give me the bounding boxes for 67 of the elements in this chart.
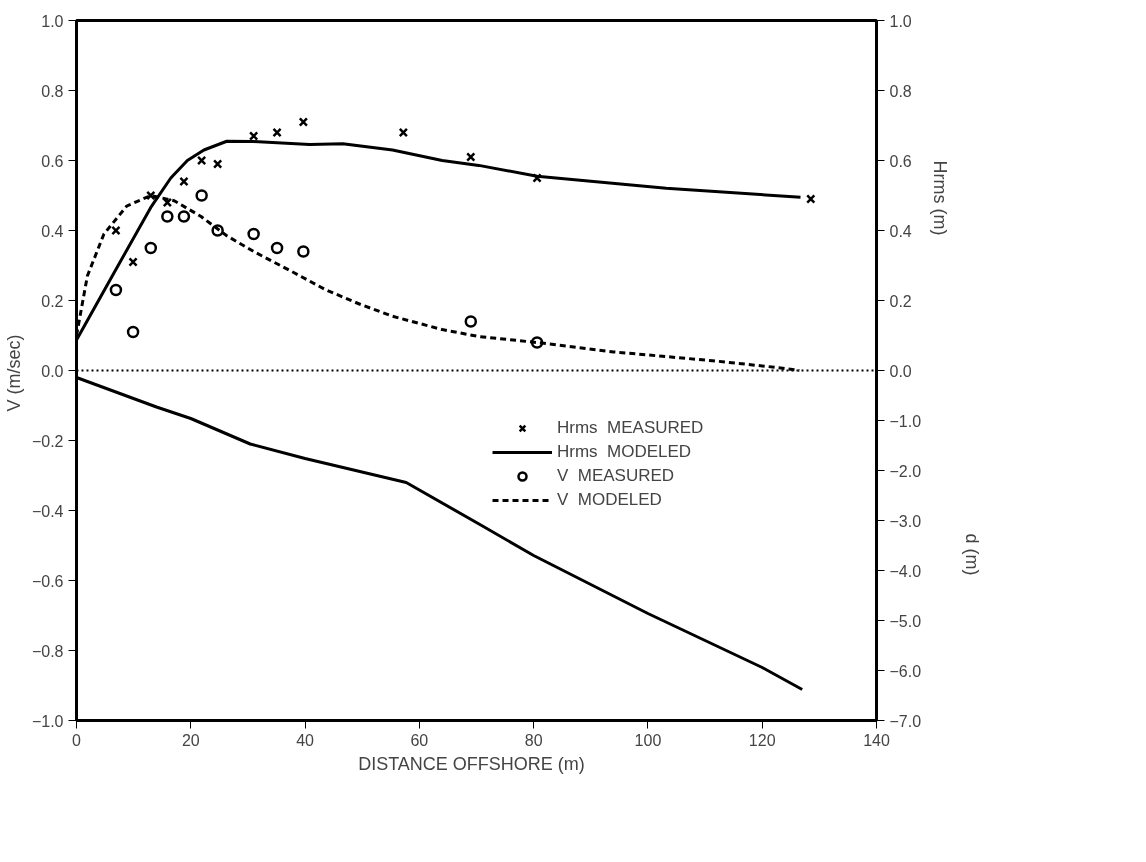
y3-tick-label: −5.0	[889, 612, 922, 630]
point	[144, 241, 158, 255]
y-tick-label: 0.4	[41, 222, 64, 240]
y2-tick-label: 0.0	[889, 362, 912, 380]
y2-tick-label: 0.8	[889, 82, 912, 100]
point	[128, 257, 138, 267]
y3-tick-label: −2.0	[889, 462, 922, 480]
x-tick-label: 80	[524, 731, 543, 749]
x-tick-label: 20	[181, 731, 200, 749]
point	[162, 197, 173, 208]
y2-tick-label: 1.0	[889, 12, 912, 30]
y-axis-title: V (m/sec)	[3, 334, 24, 412]
x-axis-title: DISTANCE OFFSHORE (m)	[358, 753, 585, 774]
point	[247, 227, 260, 241]
x-tick-label: 60	[410, 731, 429, 749]
y-tick-label: 0.6	[41, 152, 64, 170]
point	[179, 176, 189, 187]
legend-label: Hrms MODELED	[557, 442, 692, 462]
y3-tick-label: −1.0	[889, 412, 922, 430]
point	[109, 283, 123, 297]
y3-tick-label: −7.0	[889, 712, 922, 730]
y-tick-label: −0.8	[31, 642, 64, 660]
legend-label: V MODELED	[557, 490, 662, 510]
point	[272, 127, 282, 138]
point	[212, 159, 223, 169]
point	[111, 225, 121, 236]
x-tick-label: 40	[296, 731, 315, 749]
point	[466, 152, 476, 162]
point	[532, 173, 542, 183]
point	[270, 241, 284, 255]
point	[297, 245, 310, 258]
point	[195, 189, 208, 202]
y2-axis-title: Hrms (m)	[929, 160, 950, 236]
point	[196, 155, 207, 166]
point	[211, 224, 224, 237]
line-series	[76, 376, 804, 691]
point	[298, 117, 309, 127]
point	[248, 131, 259, 141]
y-tick-label: −0.4	[31, 502, 64, 520]
point	[806, 194, 816, 204]
y2-tick-label: 0.2	[889, 292, 912, 310]
point	[161, 210, 174, 223]
y3-axis-title: d (m)	[961, 533, 982, 576]
y-tick-label: 1.0	[41, 12, 64, 30]
point	[146, 190, 156, 201]
y-tick-label: 0.2	[41, 292, 64, 310]
y-tick-label: 0.0	[41, 362, 64, 380]
y-tick-label: −1.0	[31, 712, 64, 730]
x-tick-label: 100	[634, 731, 662, 749]
y3-tick-label: −6.0	[889, 662, 922, 680]
legend-label: Hrms MEASURED	[557, 418, 704, 438]
y3-tick-label: −4.0	[889, 562, 922, 580]
y-tick-label: −0.6	[31, 572, 64, 590]
point	[177, 210, 191, 223]
point	[464, 315, 478, 328]
y2-tick-label: 0.6	[889, 152, 912, 170]
x-tick-label: 0	[72, 731, 82, 749]
y2-tick-label: 0.4	[889, 222, 912, 240]
y-tick-label: −0.2	[31, 432, 64, 450]
point	[398, 127, 409, 138]
point	[126, 325, 140, 339]
x-tick-label: 120	[748, 731, 776, 749]
y-tick-label: 0.8	[41, 82, 64, 100]
point	[530, 336, 544, 349]
legend-label: V MEASURED	[557, 466, 675, 486]
x-tick-label: 140	[863, 731, 890, 749]
y3-tick-label: −3.0	[889, 512, 922, 530]
